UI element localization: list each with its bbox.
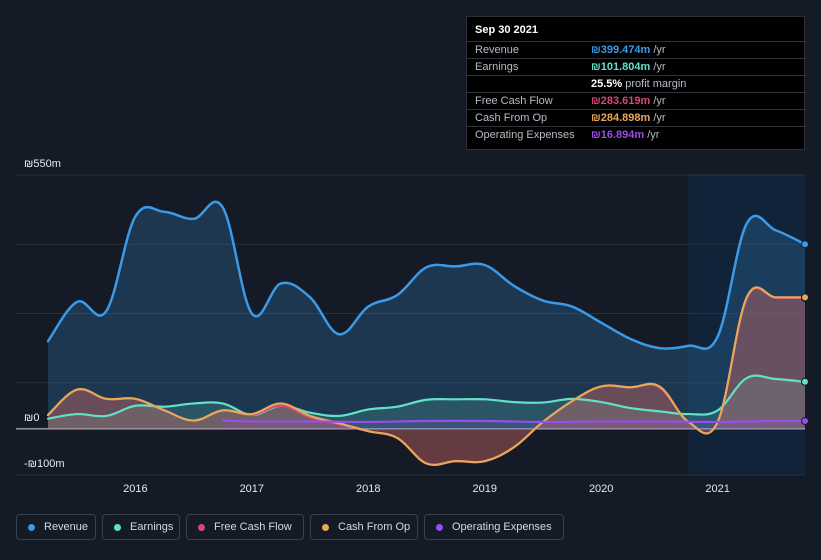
legend-item[interactable]: Operating Expenses <box>424 514 564 540</box>
tooltip-row-value: ₪101.804m /yr <box>591 61 666 73</box>
tooltip-row: Free Cash Flow ₪283.619m /yr <box>467 92 806 109</box>
tooltip-row-value: ₪284.898m /yr <box>591 112 666 124</box>
tooltip-row: Operating Expenses ₪16.894m /yr <box>467 126 806 143</box>
series-area-revenue <box>48 201 805 429</box>
legend-dot-icon <box>114 524 121 531</box>
tooltip-row-unit: profit margin <box>625 78 687 90</box>
tooltip-row: Revenue ₪399.474m /yr <box>467 41 806 58</box>
tooltip-date: Sep 30 2021 <box>475 24 538 36</box>
legend-label: Earnings <box>130 521 174 533</box>
series-end-dot <box>801 240 809 249</box>
series-end-dot <box>801 417 809 426</box>
series-end-dot <box>801 293 809 302</box>
series-end-dot <box>801 377 809 386</box>
series-area-earnings <box>48 375 805 429</box>
legend-item[interactable]: Revenue <box>16 514 96 540</box>
y-tick-label: -₪100m <box>24 458 65 470</box>
data-tooltip: Sep 30 2021 Revenue ₪399.474m /yr Earnings… <box>466 16 806 150</box>
tooltip-row-unit: /yr <box>653 95 666 107</box>
x-axis-labels: 2016 2017 2018 2019 2020 2021 <box>123 483 730 495</box>
y-tick-label: ₪0 <box>24 412 39 424</box>
legend-label: Free Cash Flow <box>214 521 292 533</box>
tooltip-row: Cash From Op ₪284.898m /yr <box>467 109 806 126</box>
tooltip-row-value: 25.5% profit margin <box>591 78 687 90</box>
tooltip-row-value: ₪16.894m /yr <box>591 129 660 141</box>
series-line-revenue <box>46 200 807 350</box>
legend-item[interactable]: Free Cash Flow <box>186 514 304 540</box>
tooltip-row-unit: /yr <box>647 129 660 141</box>
tooltip-row-unit: /yr <box>653 44 666 56</box>
gridlines <box>16 174 805 476</box>
legend-item[interactable]: Earnings <box>102 514 180 540</box>
tooltip-row-label: Revenue <box>475 44 520 56</box>
legend-label: Operating Expenses <box>452 521 552 533</box>
legend-label: Revenue <box>44 521 89 533</box>
y-axis-labels: ₪550m ₪0 -₪100m <box>24 158 65 470</box>
tooltip-row: 25.5% profit margin <box>467 75 806 92</box>
tooltip-row-value: ₪399.474m /yr <box>591 44 666 56</box>
x-tick-label: 2019 <box>472 483 496 495</box>
tooltip-row-label: Operating Expenses <box>475 129 575 141</box>
tooltip-row-label: Free Cash Flow <box>475 95 553 107</box>
series-lines <box>46 200 807 467</box>
legend-dot-icon <box>436 524 443 531</box>
y-tick-label: ₪550m <box>24 158 61 170</box>
tooltip-row-value: ₪283.619m /yr <box>591 95 666 107</box>
tooltip-row-unit: /yr <box>653 61 666 73</box>
legend-dot-icon <box>198 524 205 531</box>
legend-dot-icon <box>28 524 35 531</box>
tooltip-row-label: Earnings <box>475 61 519 73</box>
series-line-operating-expenses <box>221 419 807 424</box>
tooltip-row: Earnings ₪101.804m /yr <box>467 58 806 75</box>
x-tick-label: 2018 <box>356 483 380 495</box>
tooltip-row-unit: /yr <box>653 112 666 124</box>
legend-item[interactable]: Cash From Op <box>310 514 418 540</box>
legend-label: Cash From Op <box>338 521 411 533</box>
x-tick-label: 2017 <box>240 483 264 495</box>
series-end-markers <box>801 240 809 426</box>
legend-dot-icon <box>322 524 329 531</box>
tooltip-row-label: Cash From Op <box>475 112 548 124</box>
x-tick-label: 2016 <box>123 483 147 495</box>
x-tick-label: 2020 <box>589 483 613 495</box>
x-tick-label: 2021 <box>705 483 729 495</box>
